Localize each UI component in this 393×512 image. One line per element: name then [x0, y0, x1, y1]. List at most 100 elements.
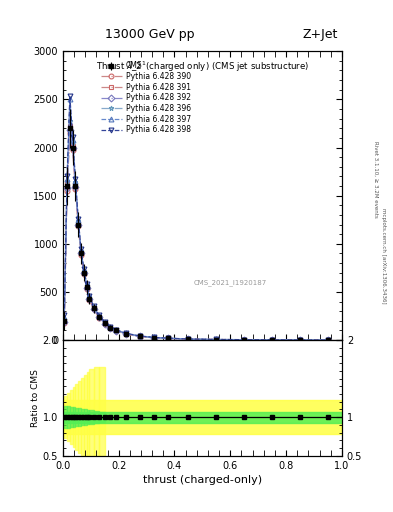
Bar — [73, 387, 75, 447]
Bar — [81, 409, 84, 425]
Pythia 6.428 397 — [151, 334, 156, 340]
Pythia 6.428 391 — [165, 335, 170, 342]
Pythia 6.428 392 — [73, 184, 78, 190]
Pythia 6.428 396 — [108, 324, 113, 330]
Pythia 6.428 391 — [242, 336, 247, 343]
Pythia 6.428 396 — [151, 334, 156, 340]
Pythia 6.428 391 — [73, 182, 78, 188]
Pythia 6.428 397 — [298, 337, 303, 343]
Pythia 6.428 398 — [68, 93, 72, 99]
Pythia 6.428 392 — [84, 285, 89, 291]
Bar — [70, 407, 73, 428]
Pythia 6.428 398 — [73, 176, 78, 182]
Pythia 6.428 390 — [137, 333, 142, 339]
Pythia 6.428 390 — [68, 130, 72, 136]
Pythia 6.428 390 — [65, 188, 70, 194]
Pythia 6.428 397 — [137, 333, 142, 339]
Pythia 6.428 390 — [114, 328, 118, 334]
Pythia 6.428 392 — [87, 296, 92, 302]
Text: Rivet 3.1.10, ≥ 3.2M events: Rivet 3.1.10, ≥ 3.2M events — [373, 141, 378, 218]
Pythia 6.428 391 — [91, 305, 96, 311]
Pythia 6.428 391 — [79, 249, 83, 255]
Pythia 6.428 396 — [76, 218, 81, 224]
Pythia 6.428 390 — [81, 271, 86, 277]
Pythia 6.428 397 — [81, 267, 86, 273]
Pythia 6.428 392 — [165, 335, 170, 342]
Pythia 6.428 398 — [79, 246, 83, 252]
Pythia 6.428 392 — [102, 321, 107, 327]
Bar — [89, 411, 94, 424]
Bar — [84, 375, 86, 456]
Pythia 6.428 398 — [214, 336, 219, 343]
Pythia 6.428 391 — [62, 317, 67, 323]
Line: Pythia 6.428 397: Pythia 6.428 397 — [62, 97, 331, 343]
Pythia 6.428 398 — [70, 134, 75, 140]
Pythia 6.428 390 — [242, 337, 247, 343]
Pythia 6.428 390 — [151, 335, 156, 341]
Pythia 6.428 391 — [123, 331, 128, 337]
Pythia 6.428 392 — [326, 337, 331, 343]
Pythia 6.428 396 — [270, 337, 275, 343]
Pythia 6.428 390 — [84, 286, 89, 292]
Pythia 6.428 398 — [298, 337, 303, 343]
Pythia 6.428 396 — [214, 336, 219, 343]
Pythia 6.428 391 — [214, 336, 219, 343]
Pythia 6.428 398 — [84, 281, 89, 287]
Pythia 6.428 390 — [186, 336, 191, 342]
Pythia 6.428 390 — [270, 337, 275, 343]
Pythia 6.428 391 — [151, 334, 156, 340]
Pythia 6.428 392 — [214, 336, 219, 343]
Bar — [94, 411, 99, 423]
Bar — [67, 407, 70, 428]
Bar — [64, 396, 67, 438]
Pythia 6.428 392 — [108, 325, 113, 331]
Pythia 6.428 392 — [68, 127, 72, 133]
Pythia 6.428 398 — [65, 174, 70, 180]
Pythia 6.428 390 — [102, 321, 107, 327]
Pythia 6.428 398 — [87, 293, 92, 299]
Pythia 6.428 397 — [84, 282, 89, 288]
Pythia 6.428 397 — [68, 96, 72, 102]
Pythia 6.428 397 — [76, 217, 81, 223]
Pythia 6.428 398 — [97, 312, 101, 318]
Pythia 6.428 390 — [73, 186, 78, 192]
Pythia 6.428 396 — [326, 337, 331, 343]
Pythia 6.428 392 — [242, 337, 247, 343]
Pythia 6.428 397 — [123, 330, 128, 336]
Pythia 6.428 396 — [91, 304, 96, 310]
Line: Pythia 6.428 391: Pythia 6.428 391 — [62, 124, 331, 343]
Pythia 6.428 392 — [137, 333, 142, 339]
Pythia 6.428 398 — [81, 266, 86, 272]
Pythia 6.428 392 — [298, 337, 303, 343]
Pythia 6.428 390 — [62, 319, 67, 326]
Pythia 6.428 397 — [91, 304, 96, 310]
Pythia 6.428 392 — [97, 314, 101, 321]
Pythia 6.428 396 — [137, 333, 142, 339]
Pythia 6.428 398 — [76, 216, 81, 222]
Pythia 6.428 390 — [108, 325, 113, 331]
Line: Pythia 6.428 396: Pythia 6.428 396 — [62, 118, 331, 343]
Bar — [81, 378, 84, 456]
Pythia 6.428 391 — [137, 333, 142, 339]
Bar — [99, 412, 105, 422]
Bar — [78, 409, 81, 426]
Pythia 6.428 398 — [326, 337, 331, 343]
Line: Pythia 6.428 390: Pythia 6.428 390 — [62, 131, 331, 343]
Pythia 6.428 396 — [79, 248, 83, 254]
Pythia 6.428 391 — [70, 142, 75, 148]
Pythia 6.428 390 — [97, 315, 101, 321]
Pythia 6.428 396 — [97, 313, 101, 319]
Pythia 6.428 398 — [242, 336, 247, 343]
Pythia 6.428 398 — [62, 312, 67, 318]
Pythia 6.428 396 — [186, 336, 191, 342]
Pythia 6.428 392 — [70, 145, 75, 152]
Bar — [78, 381, 81, 453]
Pythia 6.428 390 — [214, 336, 219, 343]
Bar — [86, 410, 89, 424]
Text: 13000 GeV pp: 13000 GeV pp — [105, 28, 194, 41]
Pythia 6.428 396 — [65, 178, 70, 184]
Pythia 6.428 397 — [108, 324, 113, 330]
Pythia 6.428 391 — [298, 337, 303, 343]
Bar — [86, 372, 89, 456]
Pythia 6.428 391 — [326, 337, 331, 343]
